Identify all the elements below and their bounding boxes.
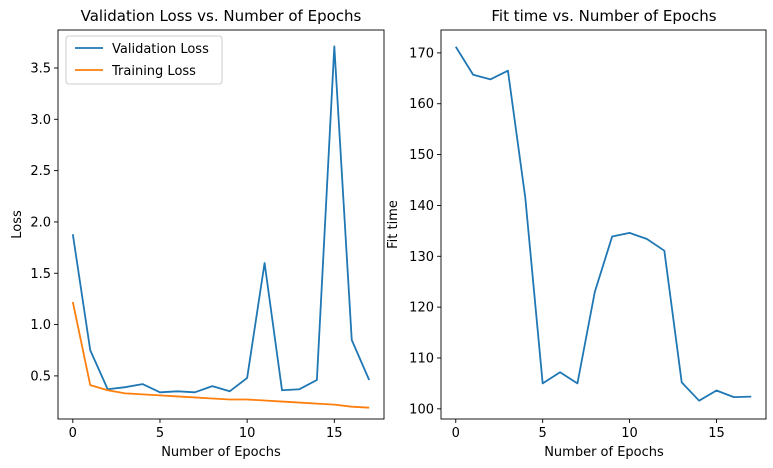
- loss-x-tick-label: 0: [69, 426, 77, 441]
- fit-time-x-axis-label: Number of Epochs: [544, 445, 664, 460]
- loss-y-tick-label: 2.0: [30, 215, 51, 230]
- loss-chart-title: Validation Loss vs. Number of Epochs: [81, 7, 362, 25]
- fit-time-y-axis-label: Fit time: [386, 200, 401, 249]
- fit-time-y-tick-label: 170: [409, 46, 434, 61]
- fit-time-plot-lines: [455, 46, 752, 402]
- legend-label-training-loss: Training Loss: [111, 64, 196, 79]
- loss-x-tick-label: 15: [326, 426, 343, 441]
- loss-y-tick-label: 2.5: [30, 164, 51, 179]
- loss-y-tick-label: 3.0: [30, 113, 51, 128]
- fit-time-series-line: [455, 46, 752, 402]
- loss-plot-frame: [57, 29, 385, 420]
- fit-time-x-ticks: 0 5 10 15: [452, 419, 725, 441]
- loss-x-tick-label: 10: [239, 426, 256, 441]
- fit-time-y-tick-label: 160: [409, 97, 434, 112]
- loss-y-ticks: 0.5 1.0 1.5 2.0 2.5 3.0 3.5: [30, 61, 58, 384]
- fit-time-y-tick-label: 120: [409, 301, 434, 316]
- fit-time-chart-title: Fit time vs. Number of Epochs: [491, 7, 716, 25]
- fit-time-y-tick-label: 140: [409, 199, 434, 214]
- legend-box: [65, 35, 223, 85]
- loss-plot-lines: [71, 45, 371, 409]
- fit-time-y-tick-label: 130: [409, 250, 434, 265]
- loss-x-tick-label: 5: [156, 426, 164, 441]
- loss-y-tick-label: 1.5: [30, 267, 51, 282]
- fit-time-y-ticks: 100 110 120 130 140 150 160 170: [409, 46, 441, 417]
- fit-time-y-tick-label: 150: [409, 148, 434, 163]
- fit-time-y-tick-label: 110: [409, 351, 434, 366]
- loss-legend: Validation Loss Training Loss: [65, 35, 223, 85]
- loss-y-axis-label: Loss: [10, 210, 25, 239]
- fit-time-x-tick-label: 5: [539, 426, 547, 441]
- loss-x-axis-label: Number of Epochs: [161, 445, 281, 460]
- training-loss-line: [71, 301, 370, 409]
- fit-time-x-tick-label: 10: [621, 426, 638, 441]
- fit-time-subplot: Fit time vs. Number of Epochs 0 5 10 15 100…: [386, 7, 767, 460]
- loss-y-tick-label: 1.0: [30, 318, 51, 333]
- loss-subplot: Validation Loss vs. Number of Epochs 0 5 1…: [10, 7, 385, 460]
- fit-time-y-tick-label: 100: [409, 402, 434, 417]
- loss-x-ticks: 0 5 10 15: [69, 419, 343, 441]
- loss-y-tick-label: 0.5: [30, 369, 51, 384]
- fit-time-x-tick-label: 0: [452, 426, 460, 441]
- legend-label-validation-loss: Validation Loss: [112, 42, 209, 57]
- validation-loss-line: [71, 45, 371, 394]
- loss-y-tick-label: 3.5: [30, 61, 51, 76]
- fit-time-plot-frame: [440, 29, 767, 420]
- fit-time-x-tick-label: 15: [708, 426, 725, 441]
